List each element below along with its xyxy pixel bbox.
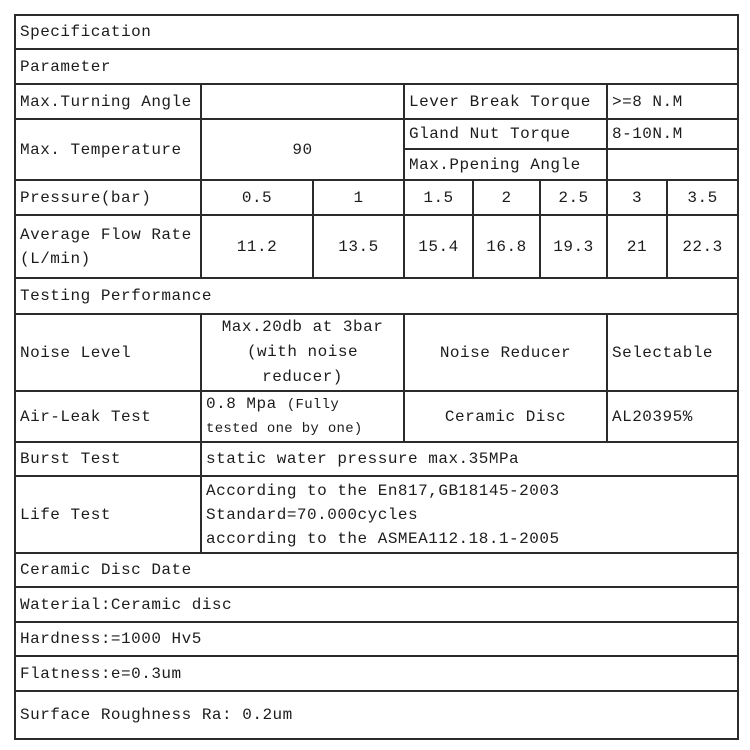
opening-angle-label: Max.Ppening Angle (403, 148, 608, 181)
flow-rate-label: Average Flow Rate (L/min) (14, 214, 202, 279)
flow-rate-label-line1: Average Flow Rate (20, 225, 192, 244)
pressure-value-5: 2.5 (539, 179, 608, 216)
lever-break-torque-value: >=8 N.M (605, 83, 740, 120)
specification-table: Specification Parameter Max.Turning Angl… (13, 14, 740, 740)
life-test-value-line1: According to the En817,GB18145-2003 (206, 481, 560, 500)
pressure-value-1: 0.5 (200, 179, 314, 216)
flow-rate-value-5: 19.3 (539, 214, 608, 279)
noise-level-value: Max.20db at 3bar (with noise reducer) (200, 313, 405, 392)
opening-angle-value (605, 148, 740, 181)
noise-reducer-label: Noise Reducer (403, 313, 608, 392)
flow-rate-value-7: 22.3 (665, 214, 740, 279)
section-header-specification: Specification (13, 14, 740, 50)
pressure-value-2: 1 (312, 179, 405, 216)
surface-roughness-row: Surface Roughness Ra: 0.2um (13, 690, 740, 740)
air-leak-value: 0.8 Mpa (Fully tested one by one) (200, 390, 405, 443)
noise-level-label: Noise Level (14, 313, 202, 392)
ceramic-disc-value: AL20395% (605, 390, 740, 443)
section-header-ceramic-disc-date: Ceramic Disc Date (13, 552, 740, 588)
pressure-value-7: 3.5 (665, 179, 740, 216)
flow-rate-value-6: 21 (606, 214, 668, 279)
life-test-value-line2: Standard=70.000cycles (206, 505, 419, 524)
burst-test-label: Burst Test (14, 441, 202, 477)
flow-rate-value-4: 16.8 (472, 214, 541, 279)
burst-test-value: static water pressure max.35MPa (199, 441, 740, 477)
life-test-label: Life Test (14, 475, 202, 554)
flatness-row: Flatness:e=0.3um (13, 655, 740, 692)
air-leak-value-main: 0.8 Mpa (206, 394, 277, 413)
gland-nut-torque-value: 8-10N.M (605, 118, 740, 150)
hardness-row: Hardness:=1000 Hv5 (13, 621, 740, 657)
noise-level-value-line1: Max.20db at 3bar (221, 318, 384, 336)
flow-rate-label-line2: (L/min) (20, 249, 91, 268)
ceramic-disc-label: Ceramic Disc (403, 390, 608, 443)
noise-level-value-line2: (with noise reducer) (246, 343, 359, 386)
pressure-label: Pressure(bar) (14, 179, 202, 216)
pressure-value-4: 2 (472, 179, 541, 216)
flow-rate-value-1: 11.2 (200, 214, 314, 279)
pressure-value-6: 3 (606, 179, 668, 216)
material-row: Waterial:Ceramic disc (13, 586, 740, 623)
temperature-value: 90 (200, 118, 405, 181)
temperature-label: Max. Temperature (14, 118, 202, 181)
flow-rate-value-2: 13.5 (312, 214, 405, 279)
life-test-value: According to the En817,GB18145-2003 Stan… (199, 475, 740, 554)
flow-rate-value-3: 15.4 (403, 214, 474, 279)
life-test-value-line3: according to the ASMEA112.18.1-2005 (206, 529, 560, 548)
lever-break-torque-label: Lever Break Torque (403, 83, 608, 120)
turning-angle-label: Max.Turning Angle (14, 83, 202, 120)
noise-reducer-value: Selectable (605, 313, 740, 392)
gland-nut-torque-label: Gland Nut Torque (403, 118, 608, 150)
section-header-parameter: Parameter (13, 48, 740, 85)
air-leak-label: Air-Leak Test (14, 390, 202, 443)
pressure-value-3: 1.5 (403, 179, 474, 216)
air-leak-value-note: (Fully tested one by one) (206, 396, 363, 437)
section-header-testing-performance: Testing Performance (13, 277, 740, 315)
turning-angle-value (200, 83, 405, 120)
